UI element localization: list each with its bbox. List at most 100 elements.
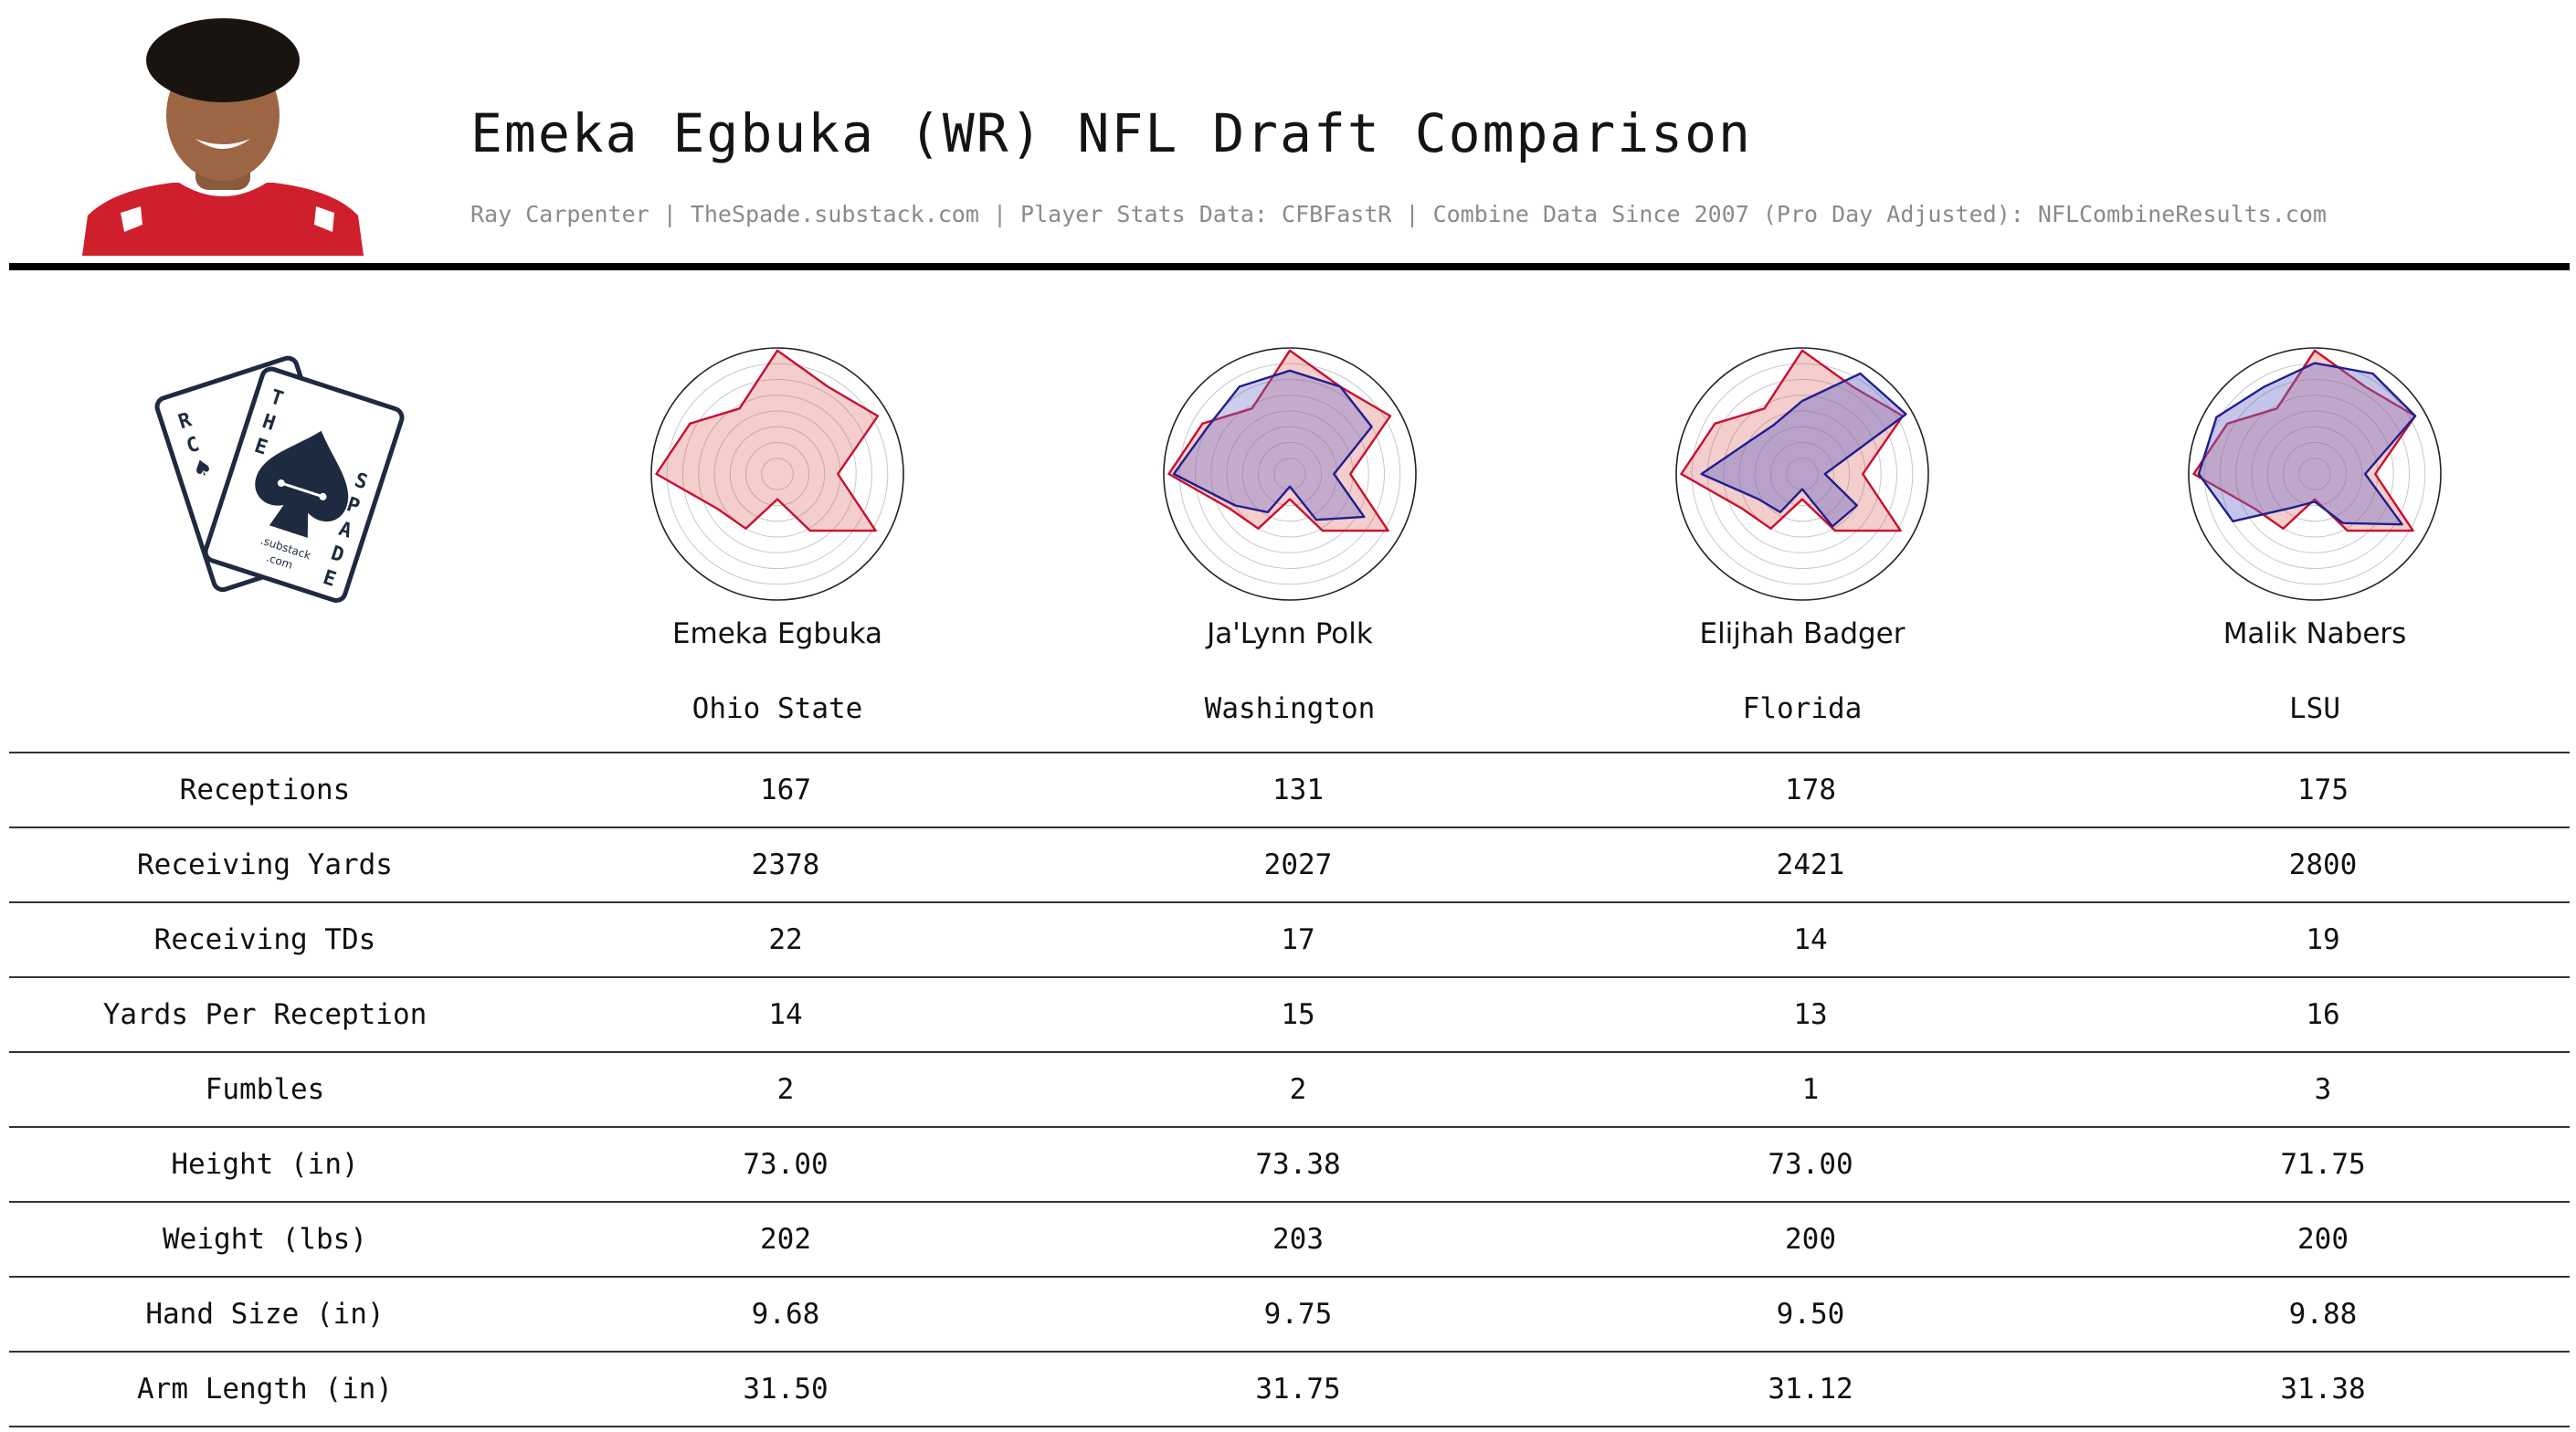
table-cell: 13 <box>1793 998 1828 1031</box>
header-divider <box>9 263 2570 270</box>
table-cell: 16 <box>2306 998 2340 1031</box>
table-cell: 175 <box>2297 774 2349 806</box>
row-label: Receiving Yards <box>137 848 393 881</box>
the-spade-logo: R C ♠ T H E S P A D E .substack .com <box>154 355 405 603</box>
table-cell: 9.88 <box>2288 1298 2358 1331</box>
table-row: Receptions 167 131 178 175 <box>9 753 2570 828</box>
radar-grid-ring <box>729 426 826 522</box>
radar-outer-ring <box>1163 347 1417 601</box>
table-cell: 31.75 <box>1255 1373 1341 1406</box>
smile-shape <box>195 139 250 149</box>
radar-grid-ring <box>745 442 809 506</box>
radar-grid-ring <box>1226 410 1354 538</box>
table-cell: 71.75 <box>2280 1148 2366 1181</box>
table-cell: 73.38 <box>1255 1148 1341 1181</box>
table-cell: 31.12 <box>1768 1373 1853 1406</box>
table-cell: 9.50 <box>1776 1298 1845 1331</box>
radar-outer-ring <box>1675 347 1929 601</box>
spade-dot <box>277 479 285 488</box>
table-cell: 14 <box>1793 923 1828 956</box>
table-cell: 167 <box>760 774 811 806</box>
radar-grid-ring <box>2251 410 2379 538</box>
radar-grid-ring <box>1738 410 1866 538</box>
radar-grid-ring <box>682 379 872 569</box>
player-name-polk: Ja'Lynn Polk <box>1207 617 1373 650</box>
radar-grid-ring <box>2283 442 2347 506</box>
table-cell: 22 <box>768 923 803 956</box>
radar-grid-ring <box>2235 395 2394 553</box>
player-school-badger: Florida <box>1742 692 1863 725</box>
radar-grid-ring <box>698 395 857 553</box>
table-cell: 3 <box>2314 1073 2332 1106</box>
row-label: Yards Per Reception <box>102 998 428 1031</box>
radar-series-egbuka <box>1167 349 1392 532</box>
table-cell: 203 <box>1272 1223 1324 1256</box>
row-label: Height (in) <box>171 1148 359 1181</box>
table-cell: 17 <box>1281 923 1315 956</box>
table-row: Fumbles 2 2 1 3 <box>9 1053 2570 1128</box>
radar-series-comparison <box>1172 369 1373 521</box>
table-cell: 73.00 <box>743 1148 829 1181</box>
radar-grid-ring <box>1258 442 1322 506</box>
row-label: Receptions <box>179 774 351 806</box>
radar-grid-ring <box>1770 442 1834 506</box>
player-school-nabers: LSU <box>2289 692 2340 725</box>
player-school-egbuka: Ohio State <box>692 692 863 725</box>
radar-outer-ring <box>2188 347 2442 601</box>
radar-grid-ring <box>1707 379 1897 569</box>
radar-grid-ring <box>1273 458 1306 490</box>
player-name-nabers: Malik Nabers <box>2222 617 2407 650</box>
table-row: Yards Per Reception 14 15 13 16 <box>9 978 2570 1053</box>
radar-grid-ring <box>666 363 889 585</box>
table-cell: 9.68 <box>751 1298 820 1331</box>
radar-grid-ring <box>2220 379 2410 569</box>
radar-grid-ring <box>1241 426 1338 522</box>
radar-grid-ring <box>1723 395 1882 553</box>
row-label: Hand Size (in) <box>145 1298 385 1331</box>
hair-shape <box>146 18 300 102</box>
table-cell: 200 <box>2297 1223 2349 1256</box>
page-subtitle: Ray Carpenter | TheSpade.substack.com | … <box>470 201 2327 227</box>
table-row: Weight (lbs) 202 203 200 200 <box>9 1203 2570 1278</box>
table-cell: 1 <box>1801 1073 1820 1106</box>
radar-grid-ring <box>761 458 794 490</box>
radar-grid-ring <box>1754 426 1851 522</box>
table-cell: 2027 <box>1263 848 1333 881</box>
table-cell: 178 <box>1785 774 1836 806</box>
table-cell: 2378 <box>751 848 820 881</box>
table-cell: 19 <box>2306 923 2340 956</box>
table-cell: 2 <box>1289 1073 1307 1106</box>
spade-icon <box>255 430 349 538</box>
table-cell: 15 <box>1281 998 1315 1031</box>
spade-stroke <box>280 481 323 499</box>
spade-dot <box>319 492 327 500</box>
row-label: Weight (lbs) <box>163 1223 367 1256</box>
collar-shape <box>179 177 267 196</box>
radar-grid-ring <box>2298 458 2331 490</box>
table-cell: 2421 <box>1776 848 1845 881</box>
player-name-egbuka: Emeka Egbuka <box>671 617 883 650</box>
radar-grid-ring <box>1195 379 1385 569</box>
table-cell: 202 <box>760 1223 811 1256</box>
table-cell: 2 <box>776 1073 795 1106</box>
player-name-badger: Elijhah Badger <box>1699 617 1906 650</box>
player-headshot <box>82 18 364 256</box>
table-cell: 73.00 <box>1768 1148 1853 1181</box>
radar-grid-ring <box>2266 426 2363 522</box>
table-cell: 9.75 <box>1263 1298 1333 1331</box>
radar-chart-egbuka <box>650 347 904 601</box>
table-row: Receiving Yards 2378 2027 2421 2800 <box>9 828 2570 903</box>
radar-chart-nabers <box>2188 347 2442 601</box>
radar-series-comparison <box>2197 362 2417 526</box>
table-cell: 2800 <box>2288 848 2358 881</box>
stats-table: Receptions 167 131 178 175 Receiving Yar… <box>9 752 2570 1427</box>
radar-grid-ring <box>1691 363 1914 585</box>
table-row: Hand Size (in) 9.68 9.75 9.50 9.88 <box>9 1278 2570 1353</box>
radar-grid-ring <box>1178 363 1401 585</box>
radar-grid-ring <box>1210 395 1369 553</box>
row-label: Receiving TDs <box>153 923 376 956</box>
row-label: Arm Length (in) <box>137 1373 393 1406</box>
jersey-shape <box>82 183 364 256</box>
radar-outer-ring <box>650 347 904 601</box>
table-cell: 31.38 <box>2280 1373 2366 1406</box>
